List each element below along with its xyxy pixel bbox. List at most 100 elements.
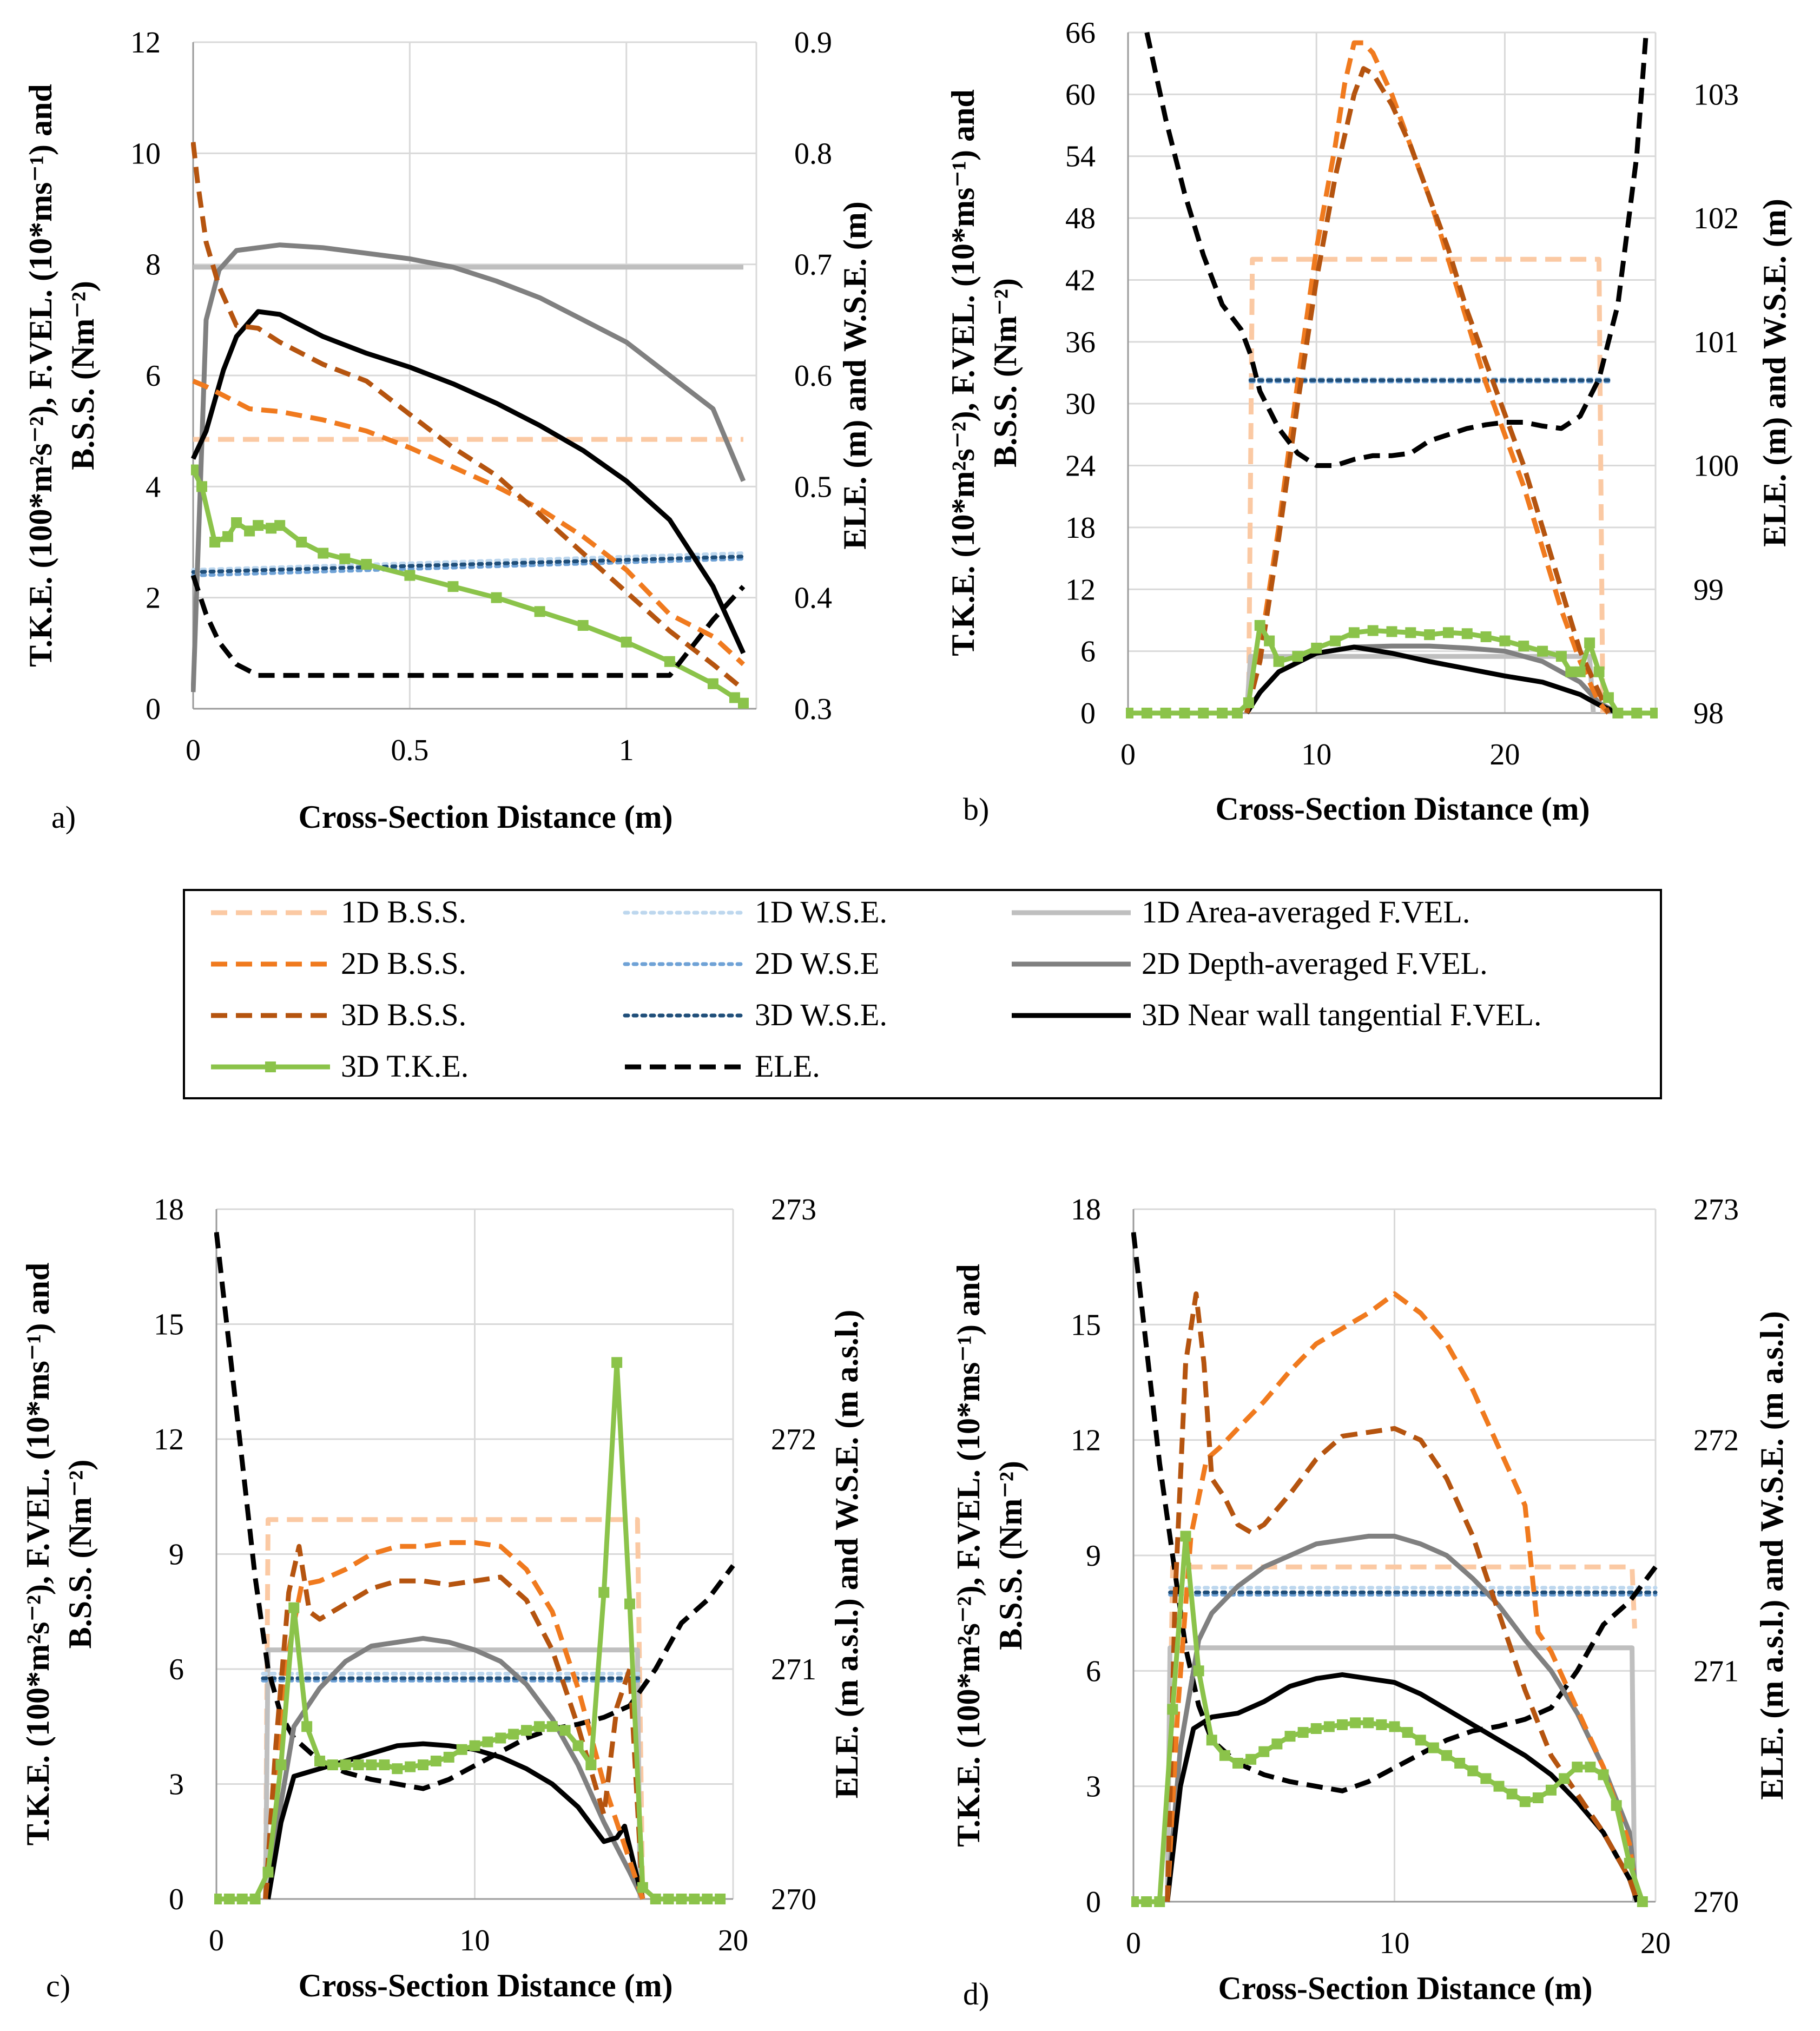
series-marker-s3d_tke [1254,619,1265,631]
y-tick-label: 18 [154,1193,184,1226]
series-marker-s3d_tke [1454,1758,1466,1769]
y-tick-label: 12 [1065,573,1096,606]
x-tick-label: 0 [209,1924,224,1957]
series-layer [191,142,749,709]
series-marker-s3d_tke [1367,625,1379,636]
series-marker-s3d_tke [1565,666,1577,677]
series-marker-s3d_tke [624,1598,635,1610]
series-line-s3d_bss [1165,1291,1640,1903]
series-line-s1d_wse [191,551,746,572]
panel-letter: d) [963,1976,989,2012]
series-marker-s3d_tke [663,1894,674,1904]
y2-tick-label: 271 [771,1653,816,1686]
series-marker-s3d_tke [191,464,199,476]
series-marker-s3d_tke [1546,1784,1557,1796]
y2-tick-label: 270 [771,1883,816,1916]
y-tick-label: 0 [1080,697,1096,730]
series-marker-s3d_tke [1574,666,1586,677]
series-marker-s3d_tke [598,1587,610,1598]
x-axis-title: Cross-Section Distance (m) [298,799,672,835]
series-marker-s3d_tke [572,1740,584,1751]
series-marker-s3d_tke [1311,642,1322,654]
legend-label-ele: ELE. [755,1049,820,1084]
x-tick-label: 0 [1126,1927,1141,1960]
x-tick-label: 20 [1489,738,1520,771]
series-marker-s3d_tke [339,553,351,564]
series-marker-s3d_tke [491,592,502,603]
series-line-s2d_bss [192,379,746,667]
y-axis-title-line: T.K.E. (100*m²s⁻²), F.VEL. (10*ms⁻¹) and [951,1264,986,1847]
y-axis-title-line: T.K.E. (10*m²s⁻²), F.VEL. (10*ms⁻¹) and [945,89,981,656]
legend-label-s3d_wse: 3D W.S.E. [755,997,887,1032]
x-tick-label: 0 [1120,738,1136,771]
y2-axis-title: ELE. (m) and W.S.E. (m) [837,201,873,549]
y-tick-label: 30 [1065,387,1096,421]
series-layer [214,1231,735,1904]
series-marker-s3d_tke [1493,1781,1505,1792]
y2-tick-label: 0.4 [794,582,832,615]
series-marker-s3d_tke [236,1894,248,1904]
y-axis-title-line: B.S.S. (Nm⁻²) [993,1461,1028,1650]
y-tick-label: 15 [1071,1308,1101,1342]
y-axis-title: T.K.E. (100*m²s⁻²), F.VEL. (10*ms⁻¹) and… [23,84,101,667]
y-tick-label: 3 [1086,1770,1101,1804]
series-marker-s3d_tke [1402,1727,1413,1738]
series-marker-s3d_tke [266,523,277,534]
x-tick-label: 0.5 [391,734,428,767]
y-tick-label: 0 [1086,1885,1101,1919]
series-marker-s3d_tke [1131,1896,1139,1907]
legend-label-s2d_wse: 2D W.S.E [755,946,879,981]
series-marker-s3d_tke [1611,1800,1622,1811]
series-marker-s3d_tke [1258,1746,1270,1757]
series-marker-s3d_tke [274,520,286,531]
x-tick-label: 20 [718,1924,748,1957]
series-marker-s3d_tke [1284,1731,1296,1742]
series-marker-s3d_tke [715,1894,726,1904]
series-marker-s3d_tke [405,1761,416,1772]
y2-tick-label: 0.9 [794,26,832,60]
series-layer [1126,32,1658,718]
y-tick-label: 6 [169,1653,184,1686]
series-marker-s3d_tke [1424,629,1435,641]
series-marker-s3d_tke [676,1894,687,1904]
y-tick-label: 48 [1065,202,1096,235]
series-marker-s3d_tke [1624,1857,1635,1869]
series-marker-s3d_tke [1245,1753,1257,1765]
y2-axis-title: ELE. (m) and W.S.E. (m) [1757,199,1792,546]
series-line-ele [191,575,746,678]
series-marker-s3d_tke [253,520,264,531]
y2-tick-label: 0.7 [794,248,832,282]
series-marker-s3d_tke [729,692,740,703]
series-marker-s3d_tke [1532,1792,1544,1803]
series-line-s3d_tke [1133,1533,1645,1904]
x-axis-title: Cross-Section Distance (m) [298,1968,672,2003]
series-marker-s3d_tke [1243,697,1254,708]
series-marker-s3d_tke [366,1759,377,1771]
y2-tick-label: 102 [1693,202,1739,235]
series-marker-s3d_tke [637,1882,648,1893]
series-marker-s3d_tke [1585,1762,1596,1773]
chart-panel-2: 0 6 12 18 24 30 36 42 48 54 60 66 98 99 100 101 102 103 0 1… [945,16,1792,827]
series-marker-s3d_tke [482,1736,493,1748]
series-layer [1131,1232,1658,1907]
y-tick-label: 2 [146,582,161,615]
y-tick-label: 60 [1065,78,1096,111]
y-tick-label: 42 [1065,263,1096,297]
y-tick-label: 18 [1071,1193,1101,1226]
x-tick-label: 10 [1380,1927,1410,1960]
y2-tick-label: 101 [1693,326,1739,359]
y-axis-title: T.K.E. (100*m²s⁻²), F.VEL. (10*ms⁻¹) and… [951,1264,1028,1847]
legend-marker-s3d_tke [265,1061,276,1072]
series-marker-s3d_tke [1348,627,1360,638]
chart-panel-3: 0 3 6 9 12 15 18 270 271 272 273 0 10 20 Cross-Section… [20,1193,865,2003]
legend-label-s1d_wse: 1D W.S.E. [755,894,887,929]
series-marker-s3d_tke [244,525,255,537]
y-axis-title-line: T.K.E. (100*m²s⁻²), F.VEL. (10*ms⁻¹) and [23,84,58,667]
legend-label-s3d_bss: 3D B.S.S. [341,997,466,1032]
panel-letter: a) [51,800,76,835]
y2-tick-label: 273 [771,1193,816,1226]
series-marker-s3d_tke [1337,1719,1348,1730]
series-marker-s3d_tke [650,1894,661,1904]
series-marker-s3d_tke [1217,708,1228,718]
